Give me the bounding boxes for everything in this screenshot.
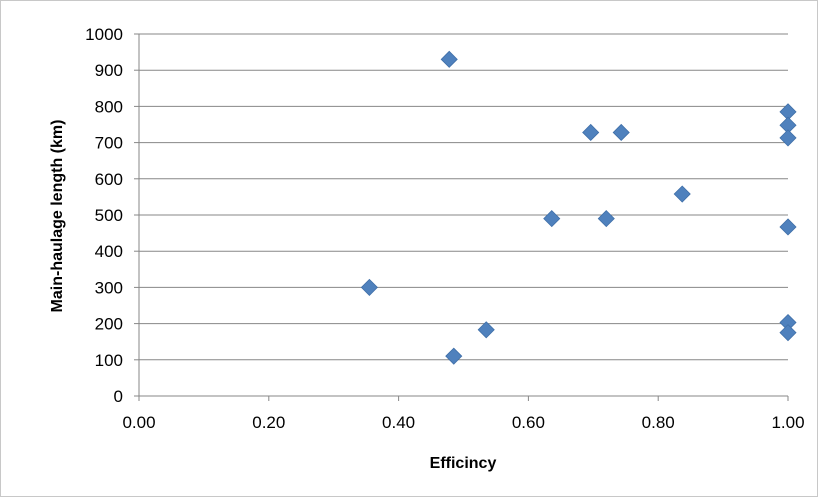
data-point xyxy=(543,210,561,228)
y-tick-label: 1000 xyxy=(85,25,123,44)
data-point xyxy=(582,123,600,142)
x-tick-label: 0.60 xyxy=(512,413,545,432)
data-points xyxy=(360,50,797,365)
x-tick-label: 0.40 xyxy=(382,413,415,432)
x-tick-label: 0.20 xyxy=(252,413,285,432)
y-tick-label: 600 xyxy=(95,170,123,189)
data-point xyxy=(673,185,691,203)
data-point xyxy=(779,218,797,236)
y-tick-label: 500 xyxy=(95,206,123,225)
x-tick-label: 0.80 xyxy=(642,413,675,432)
data-point xyxy=(779,324,797,342)
data-point xyxy=(597,210,615,228)
y-tick-label: 400 xyxy=(95,242,123,261)
y-tick-label: 0 xyxy=(114,387,123,406)
x-axis-title: Efficincy xyxy=(430,455,497,472)
y-axis-title: Main-haulage length (km) xyxy=(49,120,66,313)
data-point xyxy=(477,321,495,339)
data-point xyxy=(779,129,797,147)
gridlines xyxy=(139,33,788,361)
data-point xyxy=(360,278,378,296)
y-tick-label: 900 xyxy=(95,61,123,80)
y-tick-label: 300 xyxy=(95,278,123,297)
y-tick-label: 700 xyxy=(95,134,123,153)
axes xyxy=(134,33,789,401)
y-tick-label: 800 xyxy=(95,97,123,116)
tick-labels: 0 100 200 300 400 500 600 700 800 900 1000 0.00 0.20… xyxy=(85,25,804,432)
data-point xyxy=(440,50,458,68)
data-point xyxy=(612,123,630,142)
y-tick-label: 100 xyxy=(95,351,123,370)
x-tick-label: 1.00 xyxy=(771,413,804,432)
x-tick-label: 0.00 xyxy=(122,413,155,432)
data-point xyxy=(445,347,463,365)
y-tick-label: 200 xyxy=(95,315,123,334)
